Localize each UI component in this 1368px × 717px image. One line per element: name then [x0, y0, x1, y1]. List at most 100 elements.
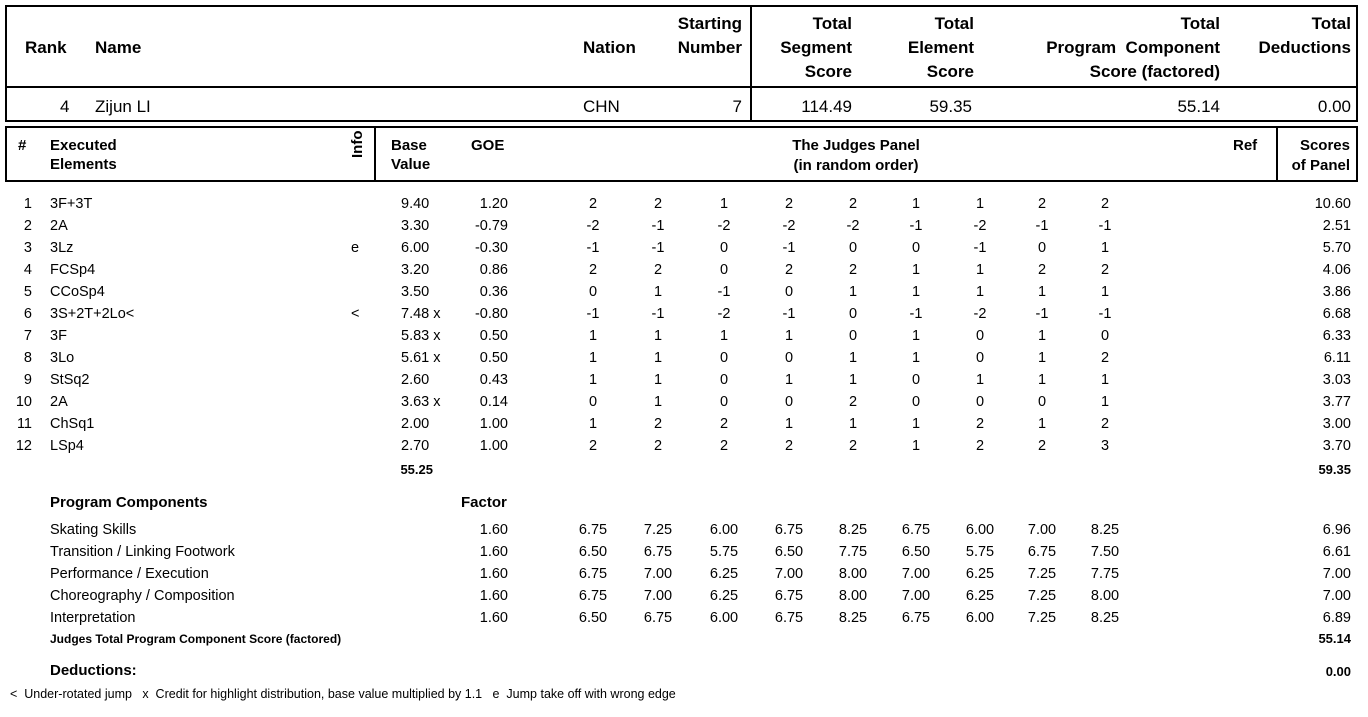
goe-header: GOE: [471, 137, 505, 154]
tes-label-3: Score: [926, 62, 974, 81]
component-score: 7.00: [1322, 566, 1351, 582]
element-number: 1: [23, 196, 32, 212]
base-value-total: 55.25: [400, 462, 433, 477]
header-divider: [5, 86, 1358, 88]
element-info: <: [351, 306, 360, 322]
component-judge-score: 7.50: [1090, 544, 1120, 560]
element-judge-score: 1: [848, 350, 858, 366]
element-panel-score: 6.33: [1322, 328, 1351, 344]
element-judge-score: 0: [588, 284, 598, 300]
element-judge-score: 1: [653, 350, 663, 366]
element-base-value: 5.61 x: [401, 350, 441, 366]
element-judge-score: 2: [653, 262, 663, 278]
tss-header: Total Segment Score: [760, 12, 852, 84]
info-header: Info: [349, 130, 366, 159]
element-judge-score: 1: [1100, 394, 1110, 410]
element-judge-score: 1: [653, 284, 663, 300]
ded-label-2: Deductions: [1258, 38, 1351, 57]
pcs-header: Total Program Component Score (factored): [1000, 12, 1220, 84]
element-judge-score: -1: [909, 306, 923, 322]
element-panel-score: 3.00: [1322, 416, 1351, 432]
element-judge-score: 0: [588, 394, 598, 410]
element-name: FCSp4: [50, 262, 96, 278]
element-judge-score: 1: [975, 284, 985, 300]
pcs-label-1: Total: [1180, 14, 1220, 33]
element-judge-score: 0: [784, 284, 794, 300]
ded-label-1: Total: [1311, 14, 1351, 33]
element-base-value: 5.83 x: [401, 328, 441, 344]
element-judge-score: 2: [1100, 196, 1110, 212]
component-judge-score: 6.75: [643, 544, 673, 560]
scores-label-1: Scores: [1299, 137, 1350, 154]
program-components-title: Program Components: [50, 494, 208, 511]
element-judge-score: 2: [784, 262, 794, 278]
element-judge-score: 2: [1100, 350, 1110, 366]
skater-tss: 114.49: [801, 97, 852, 116]
component-judge-score: 8.00: [1090, 588, 1120, 604]
nation-header: Nation: [583, 38, 636, 57]
judges-label-2: (in random order): [793, 157, 919, 174]
skater-name: Zijun LI: [95, 97, 151, 116]
element-judge-score: 2: [784, 196, 794, 212]
component-judge-score: 6.50: [578, 610, 608, 626]
pcs-label-2: Program Component: [1046, 38, 1220, 57]
executed-elements-header: Executed Elements: [50, 136, 117, 174]
deductions-total: 0.00: [1325, 664, 1351, 679]
element-judge-score: -1: [973, 240, 987, 256]
element-goe: -0.30: [474, 240, 508, 256]
base-value-header: Base Value: [391, 136, 430, 174]
element-number: 12: [15, 438, 32, 454]
element-judge-score: 0: [719, 372, 729, 388]
element-base-value: 3.20: [401, 262, 430, 278]
element-judge-score: 2: [975, 438, 985, 454]
component-judge-score: 6.00: [709, 610, 739, 626]
element-judge-score: 0: [784, 350, 794, 366]
component-judge-score: 6.75: [901, 522, 931, 538]
component-judge-score: 8.00: [838, 566, 868, 582]
element-judge-score: 1: [653, 394, 663, 410]
element-judge-score: 1: [653, 372, 663, 388]
starting-label-1: Starting: [677, 14, 742, 33]
element-panel-score: 3.77: [1322, 394, 1351, 410]
element-judge-score: 0: [911, 372, 921, 388]
component-judge-score: 6.75: [643, 610, 673, 626]
component-judge-score: 5.75: [965, 544, 995, 560]
element-judge-score: 1: [784, 416, 794, 432]
starting-number-header: Starting Number: [640, 12, 742, 60]
factor-header: Factor: [461, 494, 507, 511]
base-label-2: Value: [391, 156, 431, 173]
component-judge-score: 7.00: [1027, 522, 1057, 538]
element-judge-score: 1: [911, 262, 921, 278]
component-judge-score: 8.25: [1090, 522, 1120, 538]
element-judge-score: 1: [588, 328, 598, 344]
rank-header: Rank: [25, 38, 67, 57]
element-judge-score: 2: [719, 438, 729, 454]
element-goe: 0.50: [479, 350, 508, 366]
component-factor: 1.60: [479, 588, 508, 604]
element-judge-score: 1: [975, 196, 985, 212]
scores-of-panel-header: Scores of Panel: [1282, 136, 1350, 176]
tss-label-1: Total: [812, 14, 852, 33]
component-judge-score: 7.25: [1027, 566, 1057, 582]
element-info: e: [351, 240, 360, 256]
deductions-header: Total Deductions: [1240, 12, 1351, 60]
element-judge-score: 2: [1037, 196, 1047, 212]
element-judge-score: 1: [719, 328, 729, 344]
element-judge-score: 0: [911, 240, 921, 256]
element-judge-score: 1: [1037, 328, 1047, 344]
skater-deductions: 0.00: [1317, 97, 1351, 116]
element-judge-score: 0: [719, 350, 729, 366]
element-judge-score: 0: [719, 262, 729, 278]
element-judge-score: 0: [975, 328, 985, 344]
component-judge-score: 7.00: [643, 566, 673, 582]
element-goe: -0.79: [474, 218, 508, 234]
skater-tes: 59.35: [929, 97, 972, 116]
element-judge-score: 3: [1100, 438, 1110, 454]
element-panel-score: 3.86: [1322, 284, 1351, 300]
skater-nation: CHN: [583, 97, 620, 116]
executed-label-1: Executed: [50, 137, 117, 154]
component-judge-score: 6.75: [774, 588, 804, 604]
component-name: Interpretation: [50, 610, 136, 626]
element-panel-score: 3.70: [1322, 438, 1351, 454]
element-judge-score: 1: [911, 350, 921, 366]
